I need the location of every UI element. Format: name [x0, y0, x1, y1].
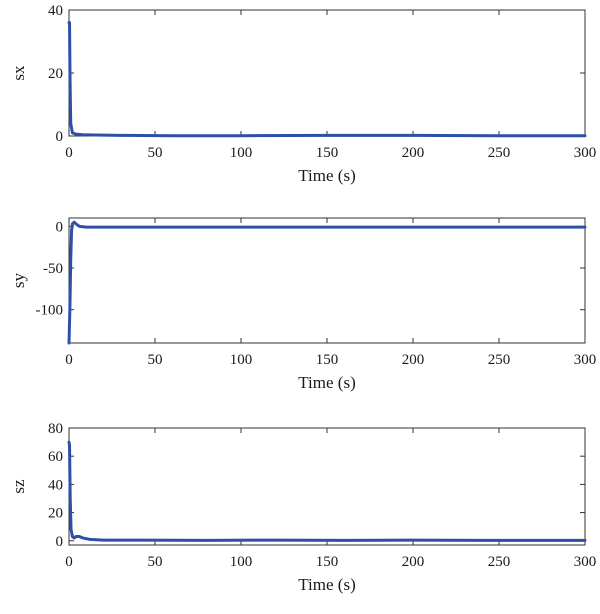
x-tick-label: 200	[402, 352, 425, 368]
y-axis-label: sx	[9, 65, 28, 81]
y-tick-label: 40	[48, 3, 63, 19]
x-axis-label: Time (s)	[298, 575, 355, 594]
panel-sy: 0 50 100 150 200 250 300 -100 -50 0 Time (s) sy	[9, 217, 597, 392]
series-line-sx	[67, 21, 587, 138]
series-line-sz	[67, 440, 587, 542]
x-tick-label: 100	[230, 352, 253, 368]
x-tick-label: 250	[488, 145, 511, 161]
x-tick-label: 250	[488, 352, 511, 368]
x-tick-label: 250	[488, 554, 511, 570]
x-tick-label: 0	[65, 145, 73, 161]
x-tick-label: 50	[148, 554, 163, 570]
x-tick-label: 150	[316, 145, 339, 161]
y-tick-label: -50	[43, 261, 63, 277]
x-tick-label: 200	[402, 554, 425, 570]
x-tick-label: 300	[574, 554, 597, 570]
y-axis-label: sy	[9, 272, 28, 288]
y-tick-label: -100	[36, 303, 64, 319]
panel-sx: 0 50 100 150 200 250 300 0 20 40 Time (s) sx	[9, 3, 596, 185]
x-tick-label: 0	[65, 352, 73, 368]
y-tick-label: 20	[48, 506, 63, 522]
x-tick-label: 300	[574, 352, 597, 368]
x-tick-label: 200	[402, 145, 425, 161]
panel-sz: 0 50 100 150 200 250 300 0 20 40 60 80 Time (s) sz	[9, 421, 596, 594]
x-tick-label: 50	[148, 352, 163, 368]
x-tick-label: 150	[316, 352, 339, 368]
y-tick-label: 20	[48, 66, 63, 82]
plot-frame	[68, 427, 586, 546]
y-tick-label: 40	[48, 477, 63, 493]
x-axis-label: Time (s)	[298, 373, 355, 392]
x-axis-label: Time (s)	[298, 166, 355, 185]
x-tick-label: 0	[65, 554, 73, 570]
y-axis-label: sz	[9, 479, 28, 494]
x-tick-label: 100	[230, 145, 253, 161]
y-tick-label: 0	[56, 129, 64, 145]
x-tick-label: 150	[316, 554, 339, 570]
y-tick-label: 0	[56, 219, 64, 235]
y-tick-label: 0	[56, 534, 64, 550]
plot-frame	[68, 9, 586, 137]
x-tick-label: 50	[148, 145, 163, 161]
x-tick-label: 300	[574, 145, 597, 161]
y-tick-label: 80	[48, 421, 63, 437]
plot-frame	[68, 217, 586, 344]
series-line-sy	[67, 220, 587, 345]
x-tick-label: 100	[230, 554, 253, 570]
y-tick-label: 60	[48, 449, 63, 465]
